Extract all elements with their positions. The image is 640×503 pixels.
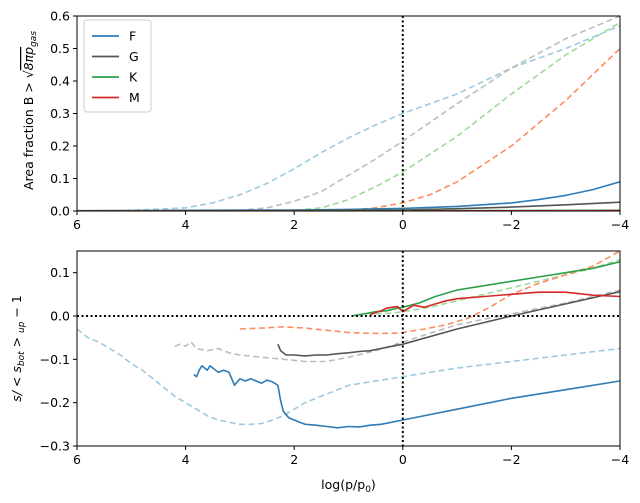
top-series-k-dashed	[77, 21, 620, 211]
bottom-xlabel-close: )	[371, 477, 376, 492]
bot-ytick-label: −0.2	[40, 395, 70, 410]
bot-xtick-label: −4	[611, 452, 629, 467]
bot-series-f-dashed	[77, 328, 620, 426]
bottom-ylabel-sub2: up	[17, 321, 27, 333]
top-x-ticks: 6 4 2 0 −2 −4	[73, 211, 629, 232]
bot-series-g-dashed	[174, 289, 620, 363]
bot-xtick-label: 2	[290, 452, 298, 467]
top-ylabel-subscript: gas	[29, 31, 39, 47]
bottom-ylabel-mid: >	[9, 333, 24, 351]
bot-series-m	[369, 291, 620, 316]
bot-xtick-label: 0	[399, 452, 407, 467]
top-ylabel-sqrt-text: 8πp	[21, 47, 36, 70]
legend-label-m: M	[129, 90, 140, 105]
top-xtick-label: 0	[399, 217, 407, 232]
top-series-g-dashed	[77, 16, 620, 211]
top-ytick-label: 0.4	[50, 74, 70, 89]
bot-xtick-label: −2	[502, 452, 520, 467]
legend-label-k: K	[129, 70, 138, 85]
bot-series-f	[193, 364, 620, 429]
bottom-xlabel-subscript: 0	[365, 485, 371, 495]
top-ytick-label: 0.0	[50, 204, 70, 219]
bottom-x-ticks: 6 4 2 0 −2 −4	[73, 446, 629, 467]
top-y-ticks: 0.0 0.1 0.2 0.3 0.4 0.5 0.6	[50, 9, 77, 219]
top-xtick-label: 2	[290, 217, 298, 232]
bottom-xlabel-text: log(p/p	[321, 477, 365, 492]
top-panel: 6 4 2 0 −2 −4 0.0 0.1 0.2 0.3 0.4 0.5 0.6 Area frac…	[21, 9, 629, 233]
bottom-ylabel-text: s/ < s	[9, 366, 24, 402]
legend-label-g: G	[129, 49, 139, 64]
top-ytick-label: 0.5	[50, 41, 70, 56]
top-xtick-label: −4	[611, 217, 629, 232]
bottom-axes-frame	[76, 250, 621, 447]
top-xtick-label: 4	[182, 217, 190, 232]
top-series-group	[77, 16, 620, 211]
top-ytick-label: 0.2	[50, 139, 70, 154]
top-ylabel-text: Area fraction B >	[21, 78, 36, 190]
legend-box	[83, 19, 152, 113]
top-series-f-dashed	[77, 25, 620, 211]
top-xtick-label: 6	[73, 217, 81, 232]
top-y-axis-label: Area fraction B > √8πpgas	[21, 31, 39, 190]
top-ytick-label: 0.6	[50, 9, 70, 24]
top-ytick-label: 0.1	[50, 171, 70, 186]
bot-ytick-label: 0.1	[50, 265, 70, 280]
bottom-y-ticks: −0.3 −0.2 −0.1 0.0 0.1	[40, 265, 77, 454]
legend-label-f: F	[129, 29, 136, 44]
top-ylabel-sqrt: √	[21, 70, 36, 78]
bottom-series-group	[77, 251, 620, 446]
bottom-ylabel-tail: − 1	[9, 295, 24, 321]
top-series-m-dashed	[77, 47, 620, 211]
bot-ytick-label: −0.1	[40, 352, 70, 367]
top-xtick-label: −2	[502, 217, 520, 232]
bot-ytick-label: −0.3	[40, 439, 70, 454]
top-ytick-label: 0.3	[50, 106, 70, 121]
top-axes-frame	[76, 15, 621, 212]
bot-xtick-label: 4	[182, 452, 190, 467]
bottom-x-axis-label: log(p/p0)	[321, 477, 376, 495]
bottom-ylabel-sub1: bot	[17, 351, 27, 366]
bot-series-m-dashed	[239, 251, 620, 335]
bot-series-g	[277, 290, 620, 357]
bottom-panel: 6 4 2 0 −2 −4 −0.3 −0.2 −0.1 0.0 0.1 s/ < sbot > …	[9, 250, 629, 495]
bot-ytick-label: 0.0	[50, 309, 70, 324]
bottom-y-axis-label: s/ < sbot > up − 1	[9, 295, 27, 402]
bot-xtick-label: 6	[73, 452, 81, 467]
